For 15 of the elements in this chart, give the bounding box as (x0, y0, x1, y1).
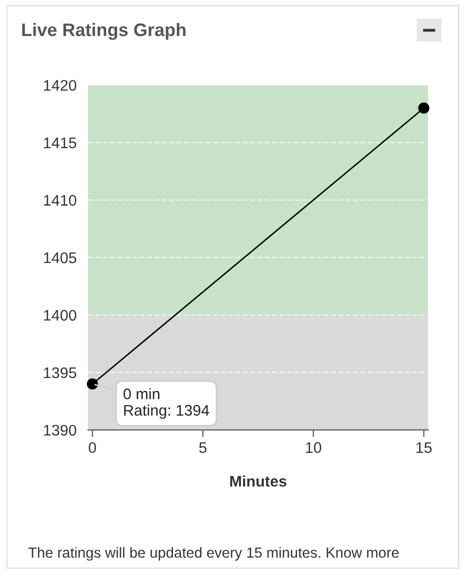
annotation: 0 min Rating: 1394 (124, 388, 210, 419)
y-tick-label: 1410 (44, 194, 76, 206)
y-tick-label: 1415 (44, 138, 76, 148)
y-tick-label: 1390 (44, 424, 76, 436)
chart-title: Live Ratings Graph (22, 22, 186, 40)
x-axis-title: Minutes (230, 475, 286, 487)
y-tick-label: 1395 (44, 367, 76, 378)
x-tick-label: 5 (199, 442, 206, 453)
y-tick-label: 1400 (44, 310, 76, 321)
x-tick-label: 10 (306, 442, 322, 453)
y-tick-label: 1420 (44, 80, 76, 91)
y-tick-label: 1405 (44, 252, 76, 264)
x-tick-label: 15 (416, 442, 432, 453)
text: The ratings will be updated every 15 minutes. Know more (28, 547, 399, 561)
x-tick-label: 0 (88, 442, 96, 453)
